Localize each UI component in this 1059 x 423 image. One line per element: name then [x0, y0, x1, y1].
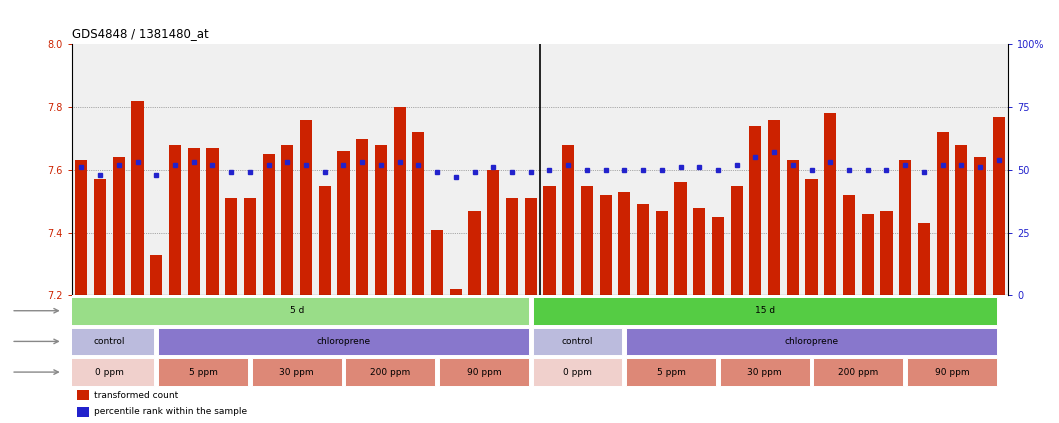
- Bar: [806, 179, 818, 295]
- Bar: [450, 289, 462, 295]
- Text: transformed count: transformed count: [93, 390, 178, 400]
- Bar: [712, 217, 724, 295]
- Bar: [506, 198, 518, 295]
- Bar: [76, 407, 89, 417]
- Text: 90 ppm: 90 ppm: [467, 368, 501, 376]
- Bar: [150, 255, 162, 295]
- Bar: [412, 132, 425, 295]
- Text: 200 ppm: 200 ppm: [371, 368, 411, 376]
- Bar: [65, 327, 155, 355]
- Bar: [187, 148, 200, 295]
- Text: control: control: [561, 337, 593, 346]
- Bar: [626, 327, 997, 355]
- Bar: [112, 157, 125, 295]
- Bar: [787, 160, 798, 295]
- Text: 30 ppm: 30 ppm: [280, 368, 315, 376]
- Bar: [94, 179, 106, 295]
- Text: GDS4848 / 1381480_at: GDS4848 / 1381480_at: [72, 27, 209, 40]
- Bar: [226, 198, 237, 295]
- Bar: [533, 358, 623, 386]
- Bar: [992, 117, 1005, 295]
- Bar: [168, 145, 181, 295]
- Bar: [843, 195, 855, 295]
- Bar: [158, 358, 248, 386]
- Bar: [543, 186, 556, 295]
- Bar: [936, 132, 949, 295]
- Bar: [319, 186, 330, 295]
- Bar: [131, 101, 144, 295]
- Bar: [468, 211, 481, 295]
- Bar: [439, 358, 528, 386]
- Bar: [562, 145, 574, 295]
- Text: 0 ppm: 0 ppm: [563, 368, 592, 376]
- Bar: [65, 297, 528, 324]
- Bar: [282, 145, 293, 295]
- Bar: [533, 297, 997, 324]
- Text: percentile rank within the sample: percentile rank within the sample: [93, 407, 247, 416]
- Bar: [955, 145, 968, 295]
- Bar: [656, 211, 668, 295]
- Text: 0 ppm: 0 ppm: [95, 368, 124, 376]
- Bar: [599, 195, 612, 295]
- Bar: [356, 139, 369, 295]
- Bar: [974, 157, 986, 295]
- Bar: [862, 214, 874, 295]
- Text: 15 d: 15 d: [755, 306, 775, 315]
- Text: 30 ppm: 30 ppm: [748, 368, 783, 376]
- Bar: [524, 198, 537, 295]
- Bar: [533, 327, 623, 355]
- Bar: [207, 148, 218, 295]
- Text: 5 ppm: 5 ppm: [657, 368, 685, 376]
- Text: chloroprene: chloroprene: [785, 337, 839, 346]
- Bar: [158, 327, 528, 355]
- Bar: [394, 107, 406, 295]
- Bar: [580, 186, 593, 295]
- Text: 90 ppm: 90 ppm: [935, 368, 969, 376]
- Text: chloroprene: chloroprene: [317, 337, 371, 346]
- Bar: [263, 154, 274, 295]
- Bar: [75, 160, 88, 295]
- Bar: [918, 223, 930, 295]
- Bar: [750, 126, 761, 295]
- Bar: [720, 358, 810, 386]
- Bar: [244, 198, 256, 295]
- Bar: [76, 390, 89, 400]
- Text: 5 d: 5 d: [289, 306, 304, 315]
- Text: 5 ppm: 5 ppm: [189, 368, 217, 376]
- Bar: [768, 120, 780, 295]
- Bar: [880, 211, 893, 295]
- Bar: [300, 120, 312, 295]
- Bar: [813, 358, 903, 386]
- Bar: [824, 113, 837, 295]
- Bar: [65, 358, 155, 386]
- Text: control: control: [93, 337, 125, 346]
- Bar: [431, 230, 444, 295]
- Bar: [731, 186, 742, 295]
- Bar: [899, 160, 912, 295]
- Bar: [252, 358, 342, 386]
- Bar: [338, 151, 349, 295]
- Text: 200 ppm: 200 ppm: [839, 368, 879, 376]
- Bar: [694, 208, 705, 295]
- Bar: [675, 182, 686, 295]
- Bar: [375, 145, 387, 295]
- Bar: [618, 192, 630, 295]
- Bar: [345, 358, 435, 386]
- Bar: [487, 170, 500, 295]
- Bar: [626, 358, 716, 386]
- Bar: [636, 204, 649, 295]
- Bar: [908, 358, 997, 386]
